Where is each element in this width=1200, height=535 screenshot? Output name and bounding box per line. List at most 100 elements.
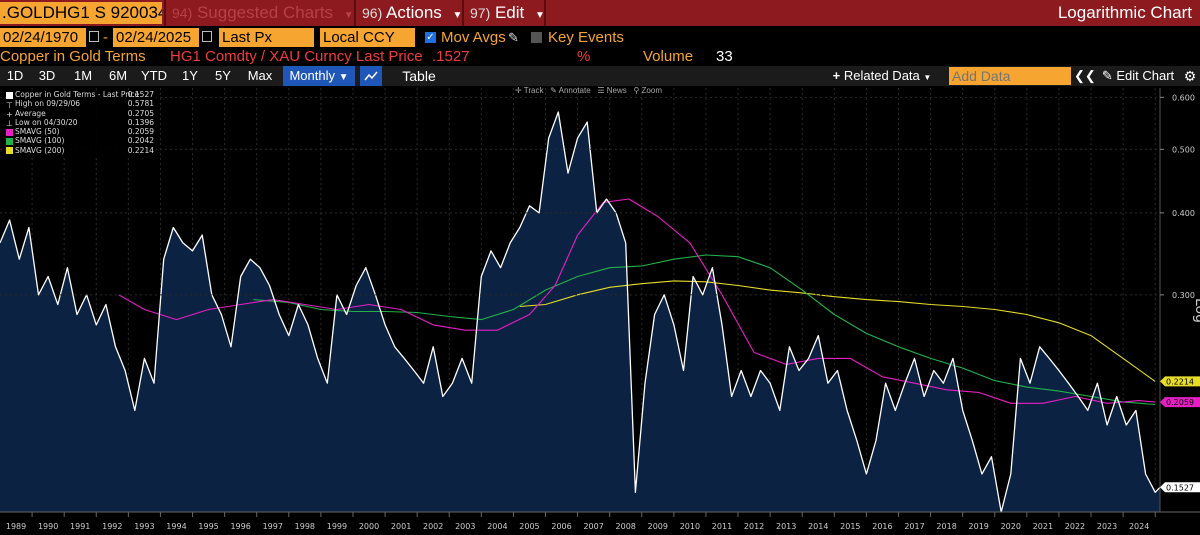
series-line xyxy=(0,111,1161,513)
x-tick-label: 1997 xyxy=(263,522,283,531)
news-tool[interactable]: News xyxy=(606,86,627,95)
end-date-input[interactable]: 02/24/2025 xyxy=(113,28,199,47)
x-tick-label: 2005 xyxy=(519,522,539,531)
calendar-icon[interactable] xyxy=(89,31,99,42)
chart-mode-title: Logarithmic Chart xyxy=(1057,3,1192,22)
suggested-charts-menu[interactable]: 94) Suggested Charts ▼ xyxy=(172,3,354,22)
track-tool[interactable]: Track xyxy=(523,86,544,95)
series-line xyxy=(118,198,1156,404)
chevron-down-icon: ▼ xyxy=(923,73,932,82)
legend-item: ⊤ High on 09/29/06 0.5781 xyxy=(6,99,154,110)
x-tick-label: 2010 xyxy=(680,522,700,531)
range-3d-button[interactable]: 3D xyxy=(38,68,56,83)
legend-swatch xyxy=(6,91,13,99)
date-dash: - xyxy=(103,29,108,46)
legend-item[interactable]: SMAVG (100) 0.2042 xyxy=(6,136,156,145)
chevron-down-icon: ▼ xyxy=(338,72,349,83)
x-tick-label: 2003 xyxy=(455,522,475,531)
x-tick-label: 2001 xyxy=(391,522,411,531)
x-tick-label: 2020 xyxy=(1001,522,1021,531)
start-date-input[interactable]: 02/24/1970 xyxy=(0,28,86,47)
related-data-button[interactable]: + Related Data ▼ xyxy=(832,68,932,83)
zoom-tool[interactable]: Zoom xyxy=(641,86,662,95)
range-6m-button[interactable]: 6M xyxy=(108,68,128,83)
x-tick-label: 2000 xyxy=(359,522,379,531)
x-tick-label: 1996 xyxy=(230,522,250,531)
annotate-icon: ✎ xyxy=(550,86,557,95)
table-button[interactable]: Table xyxy=(402,68,436,84)
zoom-icon: ⚲ xyxy=(633,86,640,95)
range-5y-button[interactable]: 5Y xyxy=(215,68,231,83)
legend-swatch xyxy=(6,137,13,145)
pencil-icon: ✎ xyxy=(1101,68,1113,83)
actions-menu[interactable]: 96) Actions ▼ xyxy=(362,3,463,22)
high-marker-icon: ⊤ xyxy=(6,100,13,110)
x-tick-label: 1989 xyxy=(6,522,26,531)
x-tick-label: 2021 xyxy=(1033,522,1053,531)
x-tick-label: 2008 xyxy=(616,522,636,531)
edit-menu[interactable]: 97) Edit ▼ xyxy=(470,3,545,22)
value-label-text: 0.2059 xyxy=(1166,398,1194,407)
x-tick-label: 2011 xyxy=(712,522,732,531)
volume-label: Volume xyxy=(643,48,694,65)
x-tick-label: 2024 xyxy=(1129,522,1149,531)
range-ytd-button[interactable]: YTD xyxy=(141,68,167,83)
ticker-field[interactable]: .GOLDHG1 S 920034 xyxy=(0,2,162,24)
key-events-checkbox[interactable] xyxy=(531,32,542,43)
range-1d-button[interactable]: 1D xyxy=(6,68,24,83)
news-icon: ☰ xyxy=(597,86,605,95)
legend-swatch xyxy=(6,147,13,155)
x-tick-label: 2015 xyxy=(840,522,860,531)
x-tick-label: 2002 xyxy=(423,522,443,531)
chevron-down-icon: ▼ xyxy=(535,10,545,21)
legend-item[interactable]: Copper in Gold Terms - Last Price 0.1527 xyxy=(6,90,156,99)
low-marker-icon: ⊥ xyxy=(6,119,13,129)
y-tick-label: 0.600 xyxy=(1172,93,1195,102)
security-expression: HG1 Comdty / XAU Curncy Last Price xyxy=(170,48,423,65)
x-tick-label: 2007 xyxy=(583,522,603,531)
header-divider xyxy=(164,0,166,26)
add-data-input[interactable] xyxy=(949,67,1071,85)
last-value-labels: 0.2214 0.2059 0.1527 xyxy=(1160,376,1200,493)
y-axis-ticks: 0.600 0.500 0.400 0.300 xyxy=(0,93,1195,300)
chart-legend: Copper in Gold Terms - Last Price 0.1527 … xyxy=(6,90,156,156)
x-tick-label: 2019 xyxy=(969,522,989,531)
gear-icon[interactable]: ⚙ xyxy=(1183,68,1197,84)
field-select[interactable]: Last Px xyxy=(219,28,314,47)
security-row: Copper in Gold Terms HG1 Comdty / XAU Cu… xyxy=(0,48,1200,66)
collapse-icon[interactable]: ❮❮ xyxy=(1074,68,1096,83)
frequency-dropdown[interactable]: Monthly ▼ xyxy=(283,66,355,86)
x-tick-label: 2006 xyxy=(551,522,571,531)
x-tick-label: 1994 xyxy=(166,522,186,531)
range-max-button[interactable]: Max xyxy=(247,68,273,83)
edit-chart-button[interactable]: ✎ Edit Chart xyxy=(1101,68,1175,83)
annotate-tool[interactable]: Annotate xyxy=(558,86,591,95)
legend-item[interactable]: SMAVG (50) 0.2059 xyxy=(6,127,156,136)
mov-avgs-checkbox[interactable]: ✓ xyxy=(425,32,436,43)
legend-item[interactable]: SMAVG (200) 0.2214 xyxy=(6,146,156,155)
key-events-label: Key Events xyxy=(548,29,624,46)
calendar-icon[interactable] xyxy=(202,31,212,42)
legend-swatch xyxy=(6,128,13,136)
chevron-down-icon: ▼ xyxy=(452,10,463,21)
legend-item: + Average 0.2705 xyxy=(6,108,154,120)
value-label-box xyxy=(1160,376,1200,387)
y-tick-label: 0.500 xyxy=(1172,145,1195,154)
range-1y-button[interactable]: 1Y xyxy=(182,68,198,83)
range-1m-button[interactable]: 1M xyxy=(73,68,93,83)
value-label-text: 0.2214 xyxy=(1166,377,1194,386)
x-tick-label: 2016 xyxy=(872,522,892,531)
chart-toolbar: 1D 3D 1M 6M YTD 1Y 5Y Max Monthly ▼ Tabl… xyxy=(0,66,1200,86)
y-axis-label: Log xyxy=(1192,298,1200,323)
line-chart-icon[interactable] xyxy=(360,66,382,86)
x-tick-label: 1995 xyxy=(198,522,218,531)
x-tick-label: 1999 xyxy=(327,522,347,531)
value-label-box xyxy=(1160,482,1200,493)
average-marker-icon: + xyxy=(6,110,13,120)
value-label-text: 0.1527 xyxy=(1166,483,1194,492)
pencil-icon[interactable]: ✎ xyxy=(508,30,519,45)
x-tick-label: 2009 xyxy=(648,522,668,531)
currency-select[interactable]: Local CCY xyxy=(320,28,415,47)
x-tick-label: 2004 xyxy=(487,522,507,531)
